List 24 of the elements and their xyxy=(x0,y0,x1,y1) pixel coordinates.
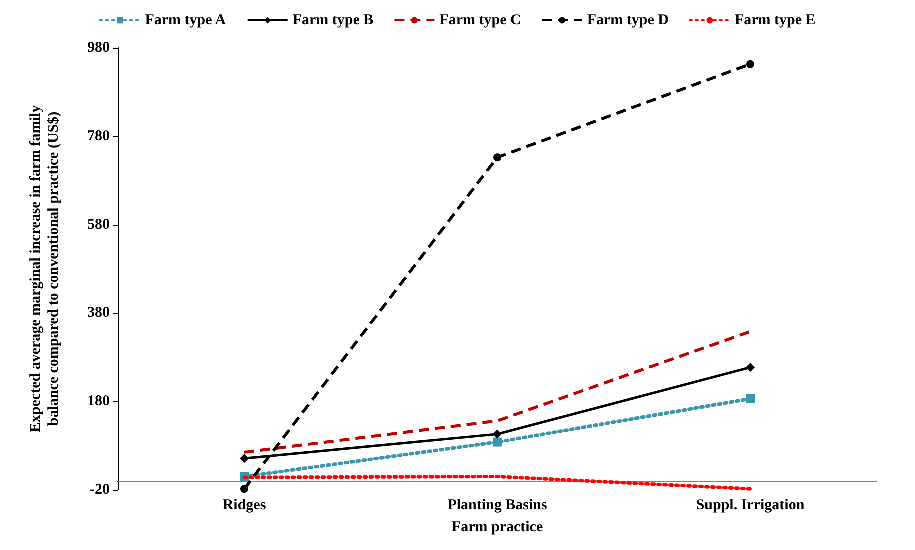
y-axis-title: Expected average marginal increase in farm family balance compared to conventional practice (US$) xyxy=(28,104,62,433)
point xyxy=(746,394,755,404)
point xyxy=(240,485,248,494)
y-tick-label: -20 xyxy=(90,482,110,498)
legend-label: Farm type C xyxy=(440,12,522,28)
point xyxy=(746,363,755,372)
y-tick-label: 980 xyxy=(88,40,110,56)
x-tick-label: Ridges xyxy=(222,498,266,514)
y-tick-label: 180 xyxy=(88,394,110,410)
y-tick-label: 580 xyxy=(88,216,110,233)
legend-label: Farm type A xyxy=(145,12,226,28)
y-tick-label: 780 xyxy=(88,128,110,144)
x-tick-label: Planting Basins xyxy=(448,498,548,514)
point xyxy=(494,154,502,162)
x-axis-title: Farm practice xyxy=(452,520,544,536)
legend-label: Farm type E xyxy=(734,12,816,28)
y-tick-label: 380 xyxy=(88,305,110,322)
x-tick-label: Suppl. Irrigation xyxy=(696,498,806,514)
point xyxy=(493,438,502,447)
point xyxy=(746,60,754,68)
legend-label: Farm type B xyxy=(292,12,374,28)
point xyxy=(493,430,502,439)
legend-label: Farm type D xyxy=(587,12,670,28)
point xyxy=(240,454,249,464)
